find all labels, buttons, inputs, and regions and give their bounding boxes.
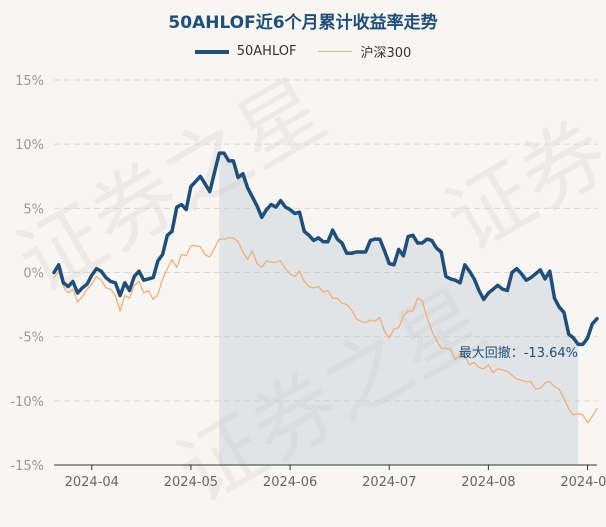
x-tick-label: 2024-06: [263, 475, 317, 490]
max-drawdown-label: 最大回撤：-13.64%: [459, 345, 578, 361]
legend-swatch-fund: [194, 49, 229, 54]
legend-item-index[interactable]: 沪深300: [318, 42, 411, 61]
x-tick-label: 2024-09: [560, 475, 606, 490]
plot-area: 15% 10% 5% 0% -5% -10% -15% 2024-04 2024-05 2024-…: [10, 74, 606, 490]
legend-item-fund[interactable]: 50AHLOF: [194, 44, 297, 59]
y-tick-label: 10%: [15, 138, 44, 153]
legend-label-fund: 50AHLOF: [236, 44, 297, 59]
series-line-index: [53, 237, 598, 424]
y-tick-label: -10%: [10, 395, 44, 410]
y-tick-label: 15%: [15, 74, 44, 89]
x-tick-label: 2024-05: [164, 475, 218, 490]
y-tick-label: 5%: [23, 202, 44, 217]
x-tick-label: 2024-07: [362, 475, 416, 490]
x-tick-label: 2024-08: [461, 475, 515, 490]
chart-container: 证券之星 证券之星 证券 50AHLOF近6个月累计收益率走势 50AHLOF …: [0, 13, 606, 523]
legend-swatch-index: [318, 51, 353, 52]
y-tick-label: -15%: [10, 459, 44, 474]
chart-legend: 50AHLOF 沪深300: [0, 42, 606, 61]
series-line-fund: [52, 151, 599, 347]
x-tick-label: 2024-04: [65, 475, 119, 490]
y-tick-label: -5%: [19, 331, 44, 346]
chart-title: 50AHLOF近6个月累计收益率走势: [168, 13, 438, 33]
drawdown-area: [219, 153, 579, 465]
legend-label-index: 沪深300: [360, 46, 412, 61]
y-tick-label: 0%: [23, 267, 44, 282]
